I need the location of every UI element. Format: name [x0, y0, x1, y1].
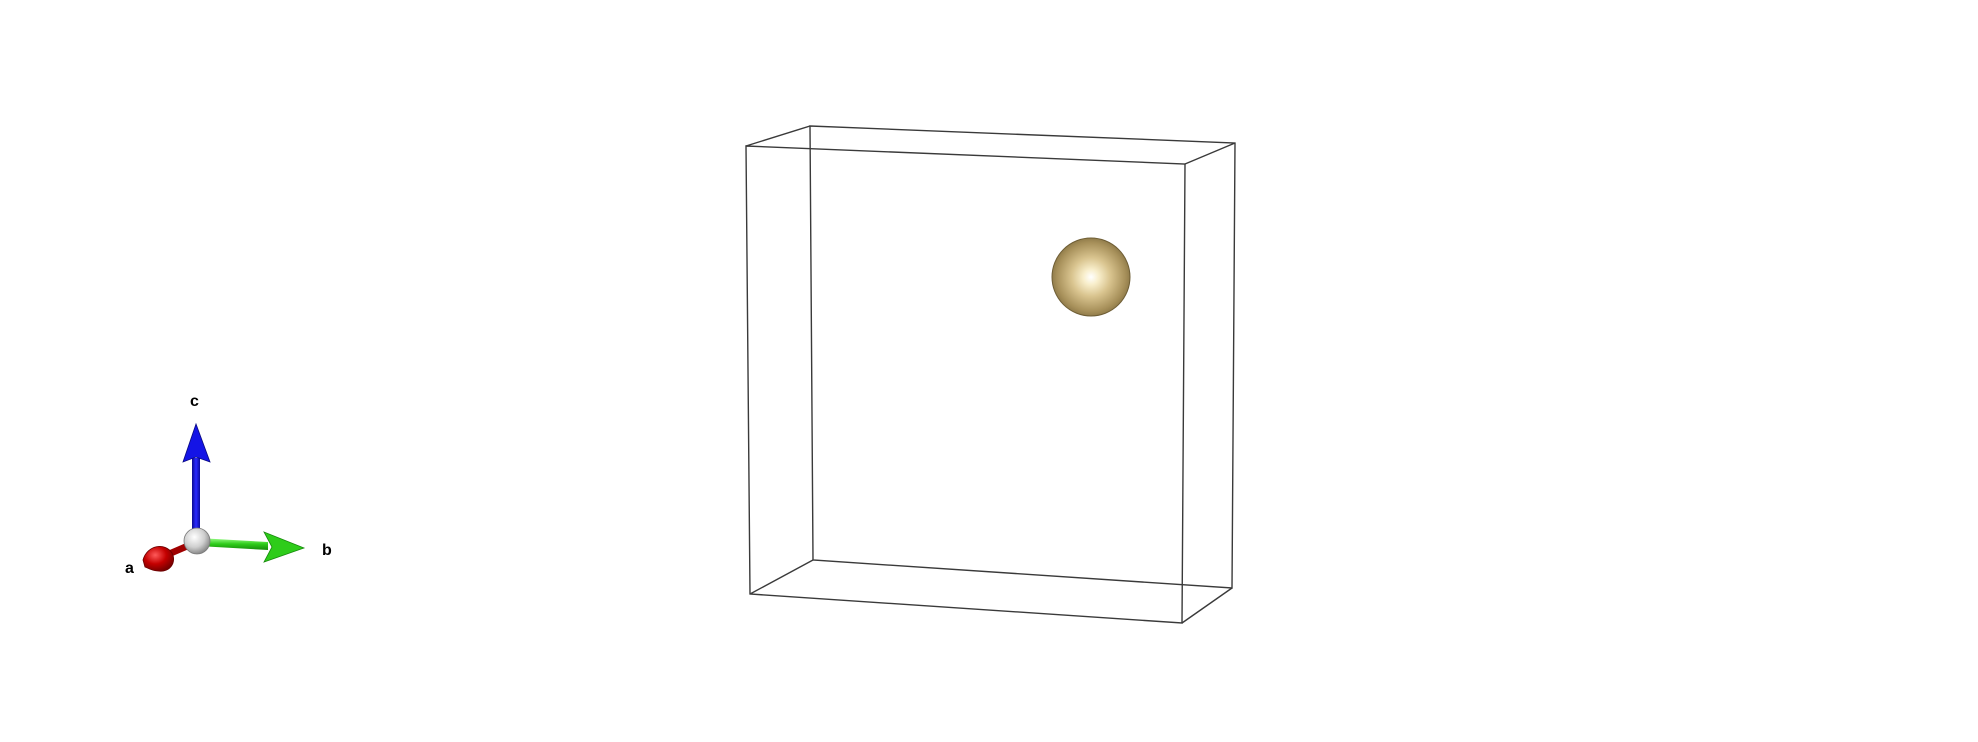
cell-back-face	[809, 125, 1236, 589]
a-axis-head	[142, 546, 175, 572]
c-axis-head	[182, 422, 211, 463]
unit-cell	[745, 125, 1236, 624]
cell-edge	[745, 125, 811, 147]
cell-edge	[749, 559, 814, 595]
cell-edge	[1184, 142, 1236, 165]
axis-triad: c b a	[125, 393, 332, 577]
b-axis-head	[263, 531, 306, 563]
atom[interactable]	[1051, 237, 1131, 317]
b-axis-shaft	[198, 538, 268, 550]
cell-edge	[1181, 587, 1233, 624]
axis-origin-sphere	[183, 527, 211, 555]
b-axis-label: b	[322, 542, 332, 559]
c-axis-shaft	[192, 458, 200, 540]
a-axis-label: a	[125, 560, 134, 577]
c-axis-label: c	[190, 393, 199, 410]
